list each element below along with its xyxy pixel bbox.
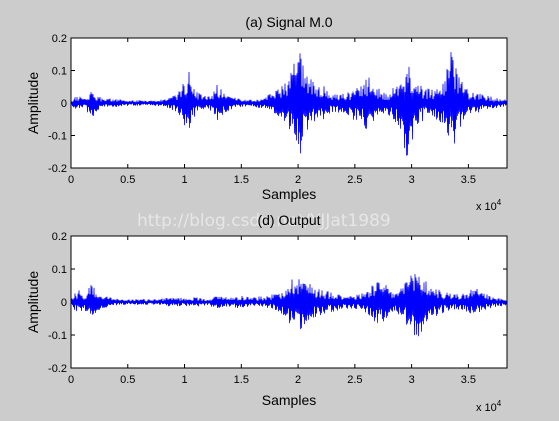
waveform-output (70, 274, 508, 337)
plot-frame (70, 235, 508, 369)
x-tick-label: 3.5 (461, 374, 476, 386)
y-tick-label: 0.1 (52, 66, 67, 78)
y-tick-label: 0.1 (52, 264, 67, 276)
waveform-signal (70, 52, 508, 156)
x-exponent-base: x 10 (476, 402, 497, 414)
x-tick-label: 2 (295, 174, 301, 186)
x-tick-label: 0.5 (120, 374, 135, 386)
x-exponent: x 104 (476, 399, 502, 414)
y-tick-label: -0.1 (48, 131, 67, 143)
x-tick-label: 3.5 (461, 174, 476, 186)
x-exponent-base: x 10 (476, 201, 497, 213)
subplot-title: (a) Signal M.0 (245, 14, 332, 30)
x-tick-label: 1.5 (234, 174, 249, 186)
x-exponent-power: 4 (497, 399, 502, 408)
y-tick-label: 0.2 (52, 33, 67, 45)
subplot-output: (d) Output 0 0.5 1 1.5 2 2.5 3 3.5 -0.2 -0.1 0 0.1 0… (25, 212, 508, 414)
x-tick-label: 2.5 (347, 374, 362, 386)
y-tick-label: -0.2 (48, 363, 67, 375)
waveform-line (70, 52, 508, 156)
waveform-line (70, 274, 508, 337)
subplot-signal: (a) Signal M.0 0 0.5 1 1.5 2 2.5 3 3.5 -0.2 -0.1 0… (25, 14, 508, 213)
y-tick-label: -0.2 (48, 163, 67, 175)
x-axis-label: Samples (262, 392, 316, 408)
y-tick-label: 0.2 (52, 231, 67, 243)
y-tick-label: 0 (61, 98, 67, 110)
x-tick-label: 0.5 (120, 174, 135, 186)
x-tick-label: 0 (68, 174, 74, 186)
y-tick-label: 0 (61, 297, 67, 309)
x-tick-label: 0 (68, 374, 74, 386)
plot-frame (70, 37, 508, 169)
y-axis-label: Amplitude (25, 271, 41, 333)
x-tick-label: 1 (181, 374, 187, 386)
y-axis-label: Amplitude (25, 72, 41, 134)
x-tick-label: 2.5 (347, 174, 362, 186)
watermark: http://blog.csdn.net/YJJat1989 (137, 211, 391, 231)
x-exponent: x 104 (476, 198, 502, 213)
y-tick-label: -0.1 (48, 330, 67, 342)
x-exponent-power: 4 (497, 198, 502, 207)
x-tick-label: 3 (409, 374, 415, 386)
x-tick-label: 2 (295, 374, 301, 386)
x-tick-label: 1.5 (234, 374, 249, 386)
subplot-title: (d) Output (257, 212, 320, 228)
x-axis-label: Samples (262, 186, 316, 202)
x-tick-label: 1 (181, 174, 187, 186)
x-tick-label: 3 (409, 174, 415, 186)
